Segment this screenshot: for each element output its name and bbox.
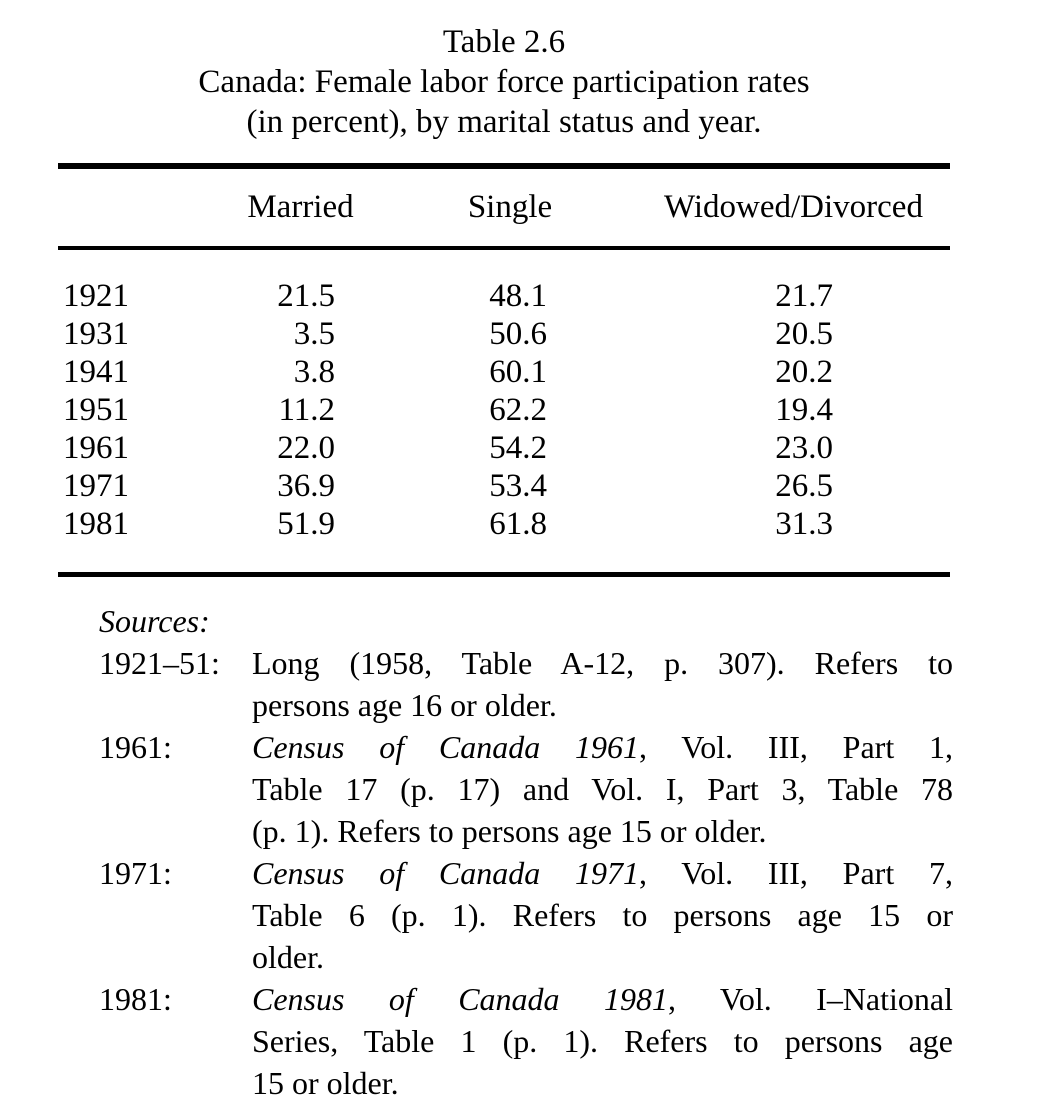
widowed-divorced-value: 20.5 [775,316,833,352]
married-value: 3.5 [293,316,335,352]
sources-section: Sources: 1921–51: Long (1958, Table A-12… [99,600,953,1104]
married-value: 22.0 [277,430,335,466]
table-row-1921: 1921 21.5 48.1 21.7 [58,277,950,315]
year-cell: 1931 [63,316,129,352]
table-row-1951: 1951 11.2 62.2 19.4 [58,391,950,429]
table-row-1941: 1941 3.8 60.1 20.2 [58,353,950,391]
married-value: 21.5 [277,278,335,314]
table-row-1971: 1971 36.9 53.4 26.5 [58,467,950,505]
table-caption-title: Canada: Female labor force participation… [198,64,810,100]
sources-heading: Sources: [99,603,210,639]
source-entry-1971: 1971: Census of Canada 1971, Vol. III, P… [99,852,953,978]
column-header-widowed-divorced: Widowed/Divorced [664,189,923,225]
source-line: 15 or older. [252,1065,399,1101]
widowed-divorced-value: 31.3 [775,506,833,542]
married-value: 11.2 [278,392,335,428]
table-rule-bottom [58,572,950,577]
single-value: 50.6 [489,316,547,352]
table-row-1981: 1981 51.9 61.8 31.3 [58,505,950,543]
widowed-divorced-value: 19.4 [775,392,833,428]
source-text: Census of Canada 1981, Vol. I–National S… [252,978,953,1104]
source-entry-1921-51: 1921–51: Long (1958, Table A-12, p. 307)… [99,642,953,726]
single-value: 54.2 [489,430,547,466]
source-label: 1971: [99,855,172,891]
data-table: Married Single Widowed/Divorced 1921 21.… [58,163,950,577]
table-rule-top [58,163,950,169]
widowed-divorced-value: 23.0 [775,430,833,466]
source-line: persons age 16 or older. [252,687,557,723]
widowed-divorced-value: 20.2 [775,354,833,390]
year-cell: 1941 [63,354,129,390]
source-line: Series, Table 1 (p. 1). Refers to person… [252,1023,953,1059]
source-line: Table 6 (p. 1). Refers to persons age 15… [252,897,953,933]
year-cell: 1981 [63,506,129,542]
source-entry-1981: 1981: Census of Canada 1981, Vol. I–Nati… [99,978,953,1104]
table-rule-mid [58,246,950,250]
source-text: Long (1958, Table A-12, p. 307). Refers … [252,642,953,726]
single-value: 48.1 [489,278,547,314]
source-line: Census of Canada 1961, Vol. III, Part 1, [252,729,954,765]
married-value: 36.9 [277,468,335,504]
table-caption-number: Table 2.6 [442,24,566,60]
table-caption: Table 2.6 Canada: Female labor force par… [58,22,950,142]
married-value: 3.8 [293,354,335,390]
widowed-divorced-value: 26.5 [775,468,833,504]
source-line: Long (1958, Table A-12, p. 307). Refers … [252,645,953,681]
source-line: Census of Canada 1971, Vol. III, Part 7, [252,855,954,891]
source-text: Census of Canada 1971, Vol. III, Part 7,… [252,852,953,978]
source-label: 1921–51: [99,645,220,681]
column-header-married: Married [247,189,354,225]
source-line: older. [252,939,324,975]
year-cell: 1921 [63,278,129,314]
source-entry-1961: 1961: Census of Canada 1961, Vol. III, P… [99,726,953,852]
single-value: 62.2 [489,392,547,428]
table-caption-subtitle: (in percent), by marital status and year… [246,104,762,140]
table-row-1961: 1961 22.0 54.2 23.0 [58,429,950,467]
source-label: 1961: [99,729,172,765]
widowed-divorced-value: 21.7 [775,278,833,314]
table-header-row: Married Single Widowed/Divorced [58,169,950,246]
table-row-1931: 1931 3.5 50.6 20.5 [58,315,950,353]
column-header-single: Single [467,189,553,225]
table-body: 1921 21.5 48.1 21.7 1931 3.5 50.6 20.5 1… [58,250,950,572]
married-value: 51.9 [277,506,335,542]
source-line: Census of Canada 1981, Vol. I–National [252,981,954,1017]
source-label: 1981: [99,981,172,1017]
source-line: Table 17 (p. 17) and Vol. I, Part 3, Tab… [252,771,953,807]
single-value: 61.8 [489,506,547,542]
year-cell: 1951 [63,392,129,428]
single-value: 53.4 [489,468,547,504]
year-cell: 1971 [63,468,129,504]
single-value: 60.1 [489,354,547,390]
source-line: (p. 1). Refers to persons age 15 or olde… [252,813,767,849]
source-text: Census of Canada 1961, Vol. III, Part 1,… [252,726,953,852]
year-cell: 1961 [63,430,129,466]
